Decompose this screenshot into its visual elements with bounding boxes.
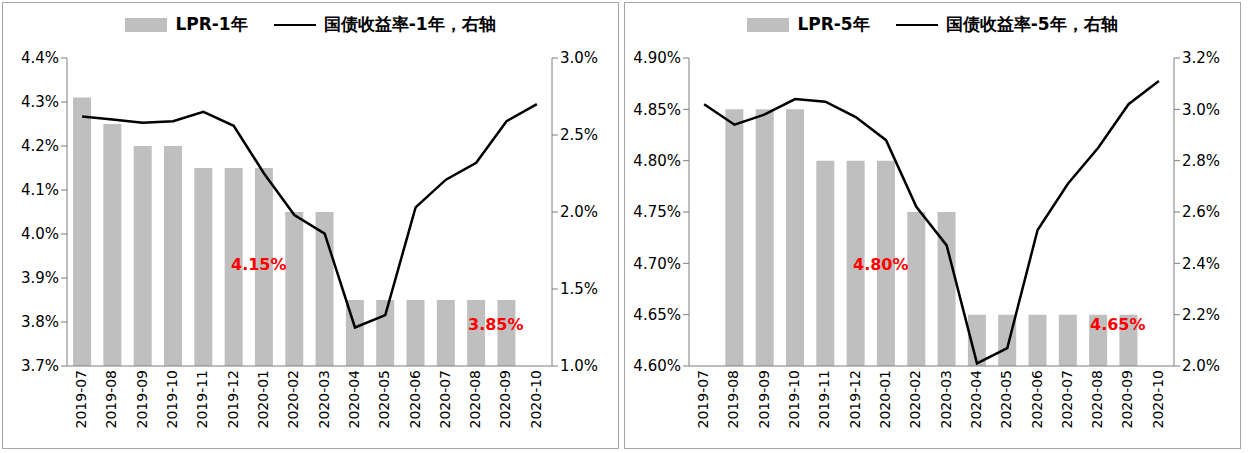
svg-text:2020-07: 2020-07 [437,370,453,429]
svg-text:2019-11: 2019-11 [194,370,210,429]
html-text:4.80%: 4.80% [853,255,909,274]
svg-text:4.75%: 4.75% [633,203,681,221]
svg-text:2020-07: 2020-07 [1059,370,1075,429]
svg-text:2020-02: 2020-02 [285,370,301,429]
svg-text:2019-08: 2019-08 [103,370,119,429]
html-text:4.65%: 4.65% [1090,315,1146,334]
html-text:3.85%: 3.85% [468,315,524,334]
svg-text:2020-04: 2020-04 [346,370,362,429]
svg-text:4.3%: 4.3% [21,93,59,111]
html-text:4.15%: 4.15% [231,255,287,274]
svg-text:2020-10: 2020-10 [1150,370,1166,429]
svg-text:2.0%: 2.0% [560,203,598,221]
svg-text:3.8%: 3.8% [21,313,59,331]
svg-text:2020-01: 2020-01 [255,370,271,429]
svg-text:3.0%: 3.0% [560,49,598,67]
html-text:国债收益率-1年，右轴: 国债收益率-1年，右轴 [323,14,496,34]
svg-text:2019-07: 2019-07 [73,370,89,429]
svg-text:2019-12: 2019-12 [225,370,241,429]
svg-text:2020-05: 2020-05 [998,370,1014,429]
svg-text:3.2%: 3.2% [1182,49,1220,67]
svg-text:1.0%: 1.0% [560,357,598,375]
svg-text:4.60%: 4.60% [633,357,681,375]
svg-text:2020-09: 2020-09 [1119,370,1135,429]
svg-text:2020-10: 2020-10 [528,370,544,429]
svg-text:2.4%: 2.4% [1182,255,1220,273]
svg-text:4.65%: 4.65% [633,306,681,324]
svg-text:4.70%: 4.70% [633,255,681,273]
svg-text:3.9%: 3.9% [21,269,59,287]
svg-text:2019-11: 2019-11 [816,370,832,429]
svg-text:4.4%: 4.4% [21,49,59,67]
svg-text:3.7%: 3.7% [21,357,59,375]
svg-text:2020-08: 2020-08 [467,370,483,429]
svg-text:2020-05: 2020-05 [376,370,392,429]
html-text:LPR-1年: LPR-1年 [175,14,248,34]
html-text:LPR-5年: LPR-5年 [797,14,870,34]
html-text:国债收益率-5年，右轴: 国债收益率-5年，右轴 [945,14,1118,34]
svg-text:2.5%: 2.5% [560,126,598,144]
svg-text:2019-12: 2019-12 [847,370,863,429]
svg-text:4.80%: 4.80% [633,152,681,170]
svg-text:4.1%: 4.1% [21,181,59,199]
svg-text:2020-02: 2020-02 [907,370,923,429]
svg-text:4.90%: 4.90% [633,49,681,67]
svg-text:2019-08: 2019-08 [725,370,741,429]
svg-text:2020-03: 2020-03 [938,370,954,429]
svg-text:2020-09: 2020-09 [497,370,513,429]
svg-text:2.6%: 2.6% [1182,203,1220,221]
svg-text:2020-06: 2020-06 [1029,370,1045,429]
svg-text:2.8%: 2.8% [1182,152,1220,170]
svg-text:3.0%: 3.0% [1182,101,1220,119]
svg-text:4.2%: 4.2% [21,137,59,155]
svg-text:2.0%: 2.0% [1182,357,1220,375]
svg-text:4.85%: 4.85% [633,101,681,119]
svg-text:2020-06: 2020-06 [407,370,423,429]
svg-text:2019-10: 2019-10 [164,370,180,429]
svg-text:2.2%: 2.2% [1182,306,1220,324]
svg-text:2019-10: 2019-10 [786,370,802,429]
svg-text:2019-09: 2019-09 [134,370,150,429]
svg-text:2020-04: 2020-04 [968,370,984,429]
svg-text:2020-08: 2020-08 [1089,370,1105,429]
svg-text:2019-07: 2019-07 [695,370,711,429]
svg-text:2020-01: 2020-01 [877,370,893,429]
svg-text:2019-09: 2019-09 [756,370,772,429]
svg-text:1.5%: 1.5% [560,280,598,298]
svg-text:4.0%: 4.0% [21,225,59,243]
svg-text:2020-03: 2020-03 [316,370,332,429]
